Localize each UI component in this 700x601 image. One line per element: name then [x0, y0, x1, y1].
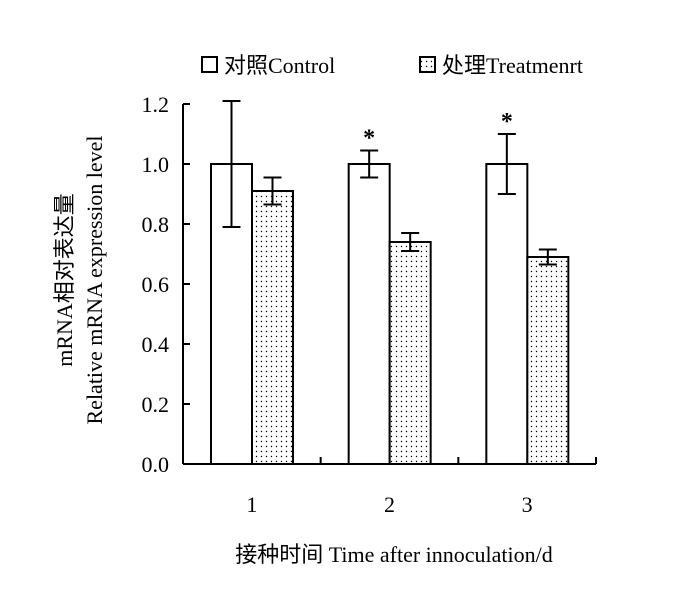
bar-treatment-3: [526, 256, 570, 465]
y-axis-title-cn: mRNA相对表达量: [52, 193, 77, 367]
y-tick-label: 1.2: [142, 92, 170, 117]
legend-swatch-control: [201, 56, 218, 73]
x-tick-label: 2: [384, 492, 395, 517]
error-bars: [222, 100, 557, 266]
legend-swatch-treatment: [419, 56, 436, 73]
x-tick-label: 3: [522, 492, 533, 517]
legend: 对照Control 处理Treatmenrt: [201, 53, 583, 78]
y-tick-label: 0.4: [142, 332, 170, 357]
y-tick-label: 1.0: [142, 152, 170, 177]
bar-treatment-2: [388, 241, 432, 465]
y-tick-label: 0.2: [142, 392, 170, 417]
legend-label-treatment: 处理Treatmenrt: [442, 53, 583, 78]
y-ticks: 0.0 0.2 0.4 0.6 0.8 1.0 1.2: [142, 92, 190, 477]
y-tick-label: 0.0: [142, 452, 170, 477]
bar-treatment-1: [251, 190, 294, 465]
legend-label-control: 对照Control: [224, 53, 335, 78]
bar-control-2: [347, 163, 391, 465]
significance-marker: *: [501, 109, 513, 135]
significance-marker: *: [363, 126, 375, 152]
annotations: **: [363, 109, 513, 152]
bars: [210, 163, 570, 465]
bar-control-3: [485, 163, 529, 465]
y-axis-title-en: Relative mRNA expression level: [82, 136, 107, 425]
y-tick-label: 0.8: [142, 212, 170, 237]
x-ticks: 1 2 3: [182, 457, 597, 517]
x-axis-title: 接种时间 Time after innoculation/d: [235, 542, 553, 567]
x-tick-label: 1: [246, 492, 257, 517]
y-tick-label: 0.6: [142, 272, 170, 297]
